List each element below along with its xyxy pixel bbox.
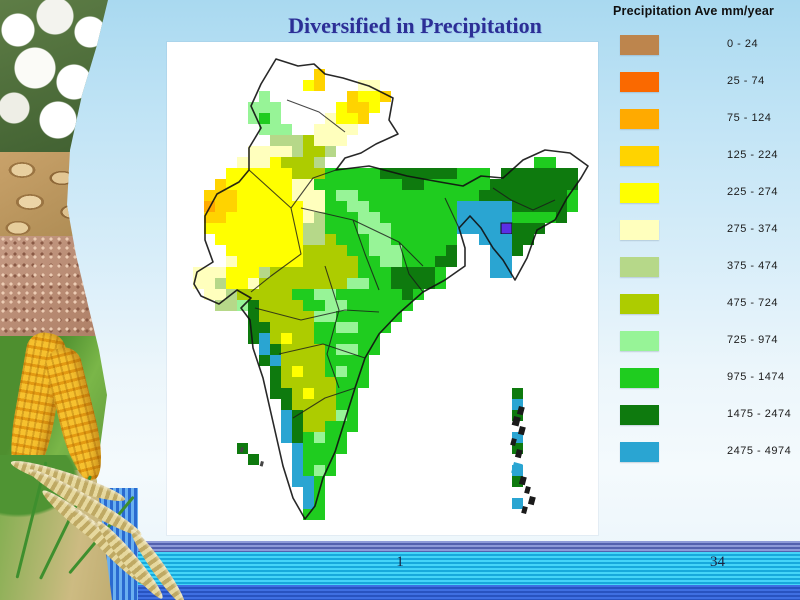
legend-swatch	[620, 404, 659, 425]
legend-swatch	[620, 256, 659, 277]
legend-items: 0 - 24 25 - 74 75 - 124 125 - 224 225 - 274 2…	[610, 26, 800, 470]
page-number-center: 1	[396, 554, 404, 570]
footer-stripe-bottom	[0, 585, 800, 600]
peanuts-photo	[0, 152, 112, 236]
legend-swatch	[620, 330, 659, 351]
slide-title: Diversified in Precipitation	[288, 13, 542, 38]
legend-label: 475 - 724	[727, 296, 778, 309]
millet-photo	[0, 236, 112, 336]
legend-item: 25 - 74	[610, 63, 800, 100]
legend-swatch	[620, 367, 659, 388]
country-outline	[193, 58, 589, 520]
legend-swatch	[620, 108, 659, 129]
legend-item: 1475 - 2474	[610, 396, 800, 433]
cotton-photo	[0, 0, 112, 152]
legend-item: 975 - 1474	[610, 359, 800, 396]
map-legend: Precipitation Ave mm/year 0 - 24 25 - 74 7…	[610, 0, 800, 540]
legend-swatch	[620, 145, 659, 166]
legend-label: 1475 - 2474	[727, 407, 792, 420]
page-number-right: 34	[710, 554, 725, 570]
legend-item: 475 - 724	[610, 285, 800, 322]
legend-item: 275 - 374	[610, 211, 800, 248]
legend-label: 0 - 24	[727, 37, 759, 50]
legend-label: 225 - 274	[727, 185, 778, 198]
legend-item: 0 - 24	[610, 26, 800, 63]
legend-label: 275 - 374	[727, 222, 778, 235]
legend-label: 725 - 974	[727, 333, 778, 346]
india-precipitation-map	[193, 58, 589, 520]
legend-swatch	[620, 293, 659, 314]
legend-swatch	[620, 182, 659, 203]
legend-label: 75 - 124	[727, 111, 772, 124]
legend-swatch	[620, 71, 659, 92]
legend-item: 725 - 974	[610, 322, 800, 359]
legend-title: Precipitation Ave mm/year	[613, 4, 775, 18]
legend-item: 2475 - 4974	[610, 433, 800, 470]
legend-label: 375 - 474	[727, 259, 778, 272]
legend-item: 75 - 124	[610, 100, 800, 137]
legend-swatch	[620, 34, 659, 55]
legend-item: 225 - 274	[610, 174, 800, 211]
legend-label: 975 - 1474	[727, 370, 785, 383]
legend-swatch	[620, 441, 659, 462]
legend-label: 125 - 224	[727, 148, 778, 161]
state-borders	[248, 99, 556, 419]
legend-item: 125 - 224	[610, 137, 800, 174]
legend-swatch	[620, 219, 659, 240]
legend-item: 375 - 474	[610, 248, 800, 285]
footer-stripe-top	[0, 541, 800, 552]
legend-label: 2475 - 4974	[727, 444, 792, 457]
legend-label: 25 - 74	[727, 74, 765, 87]
andaman-islands	[239, 406, 536, 515]
